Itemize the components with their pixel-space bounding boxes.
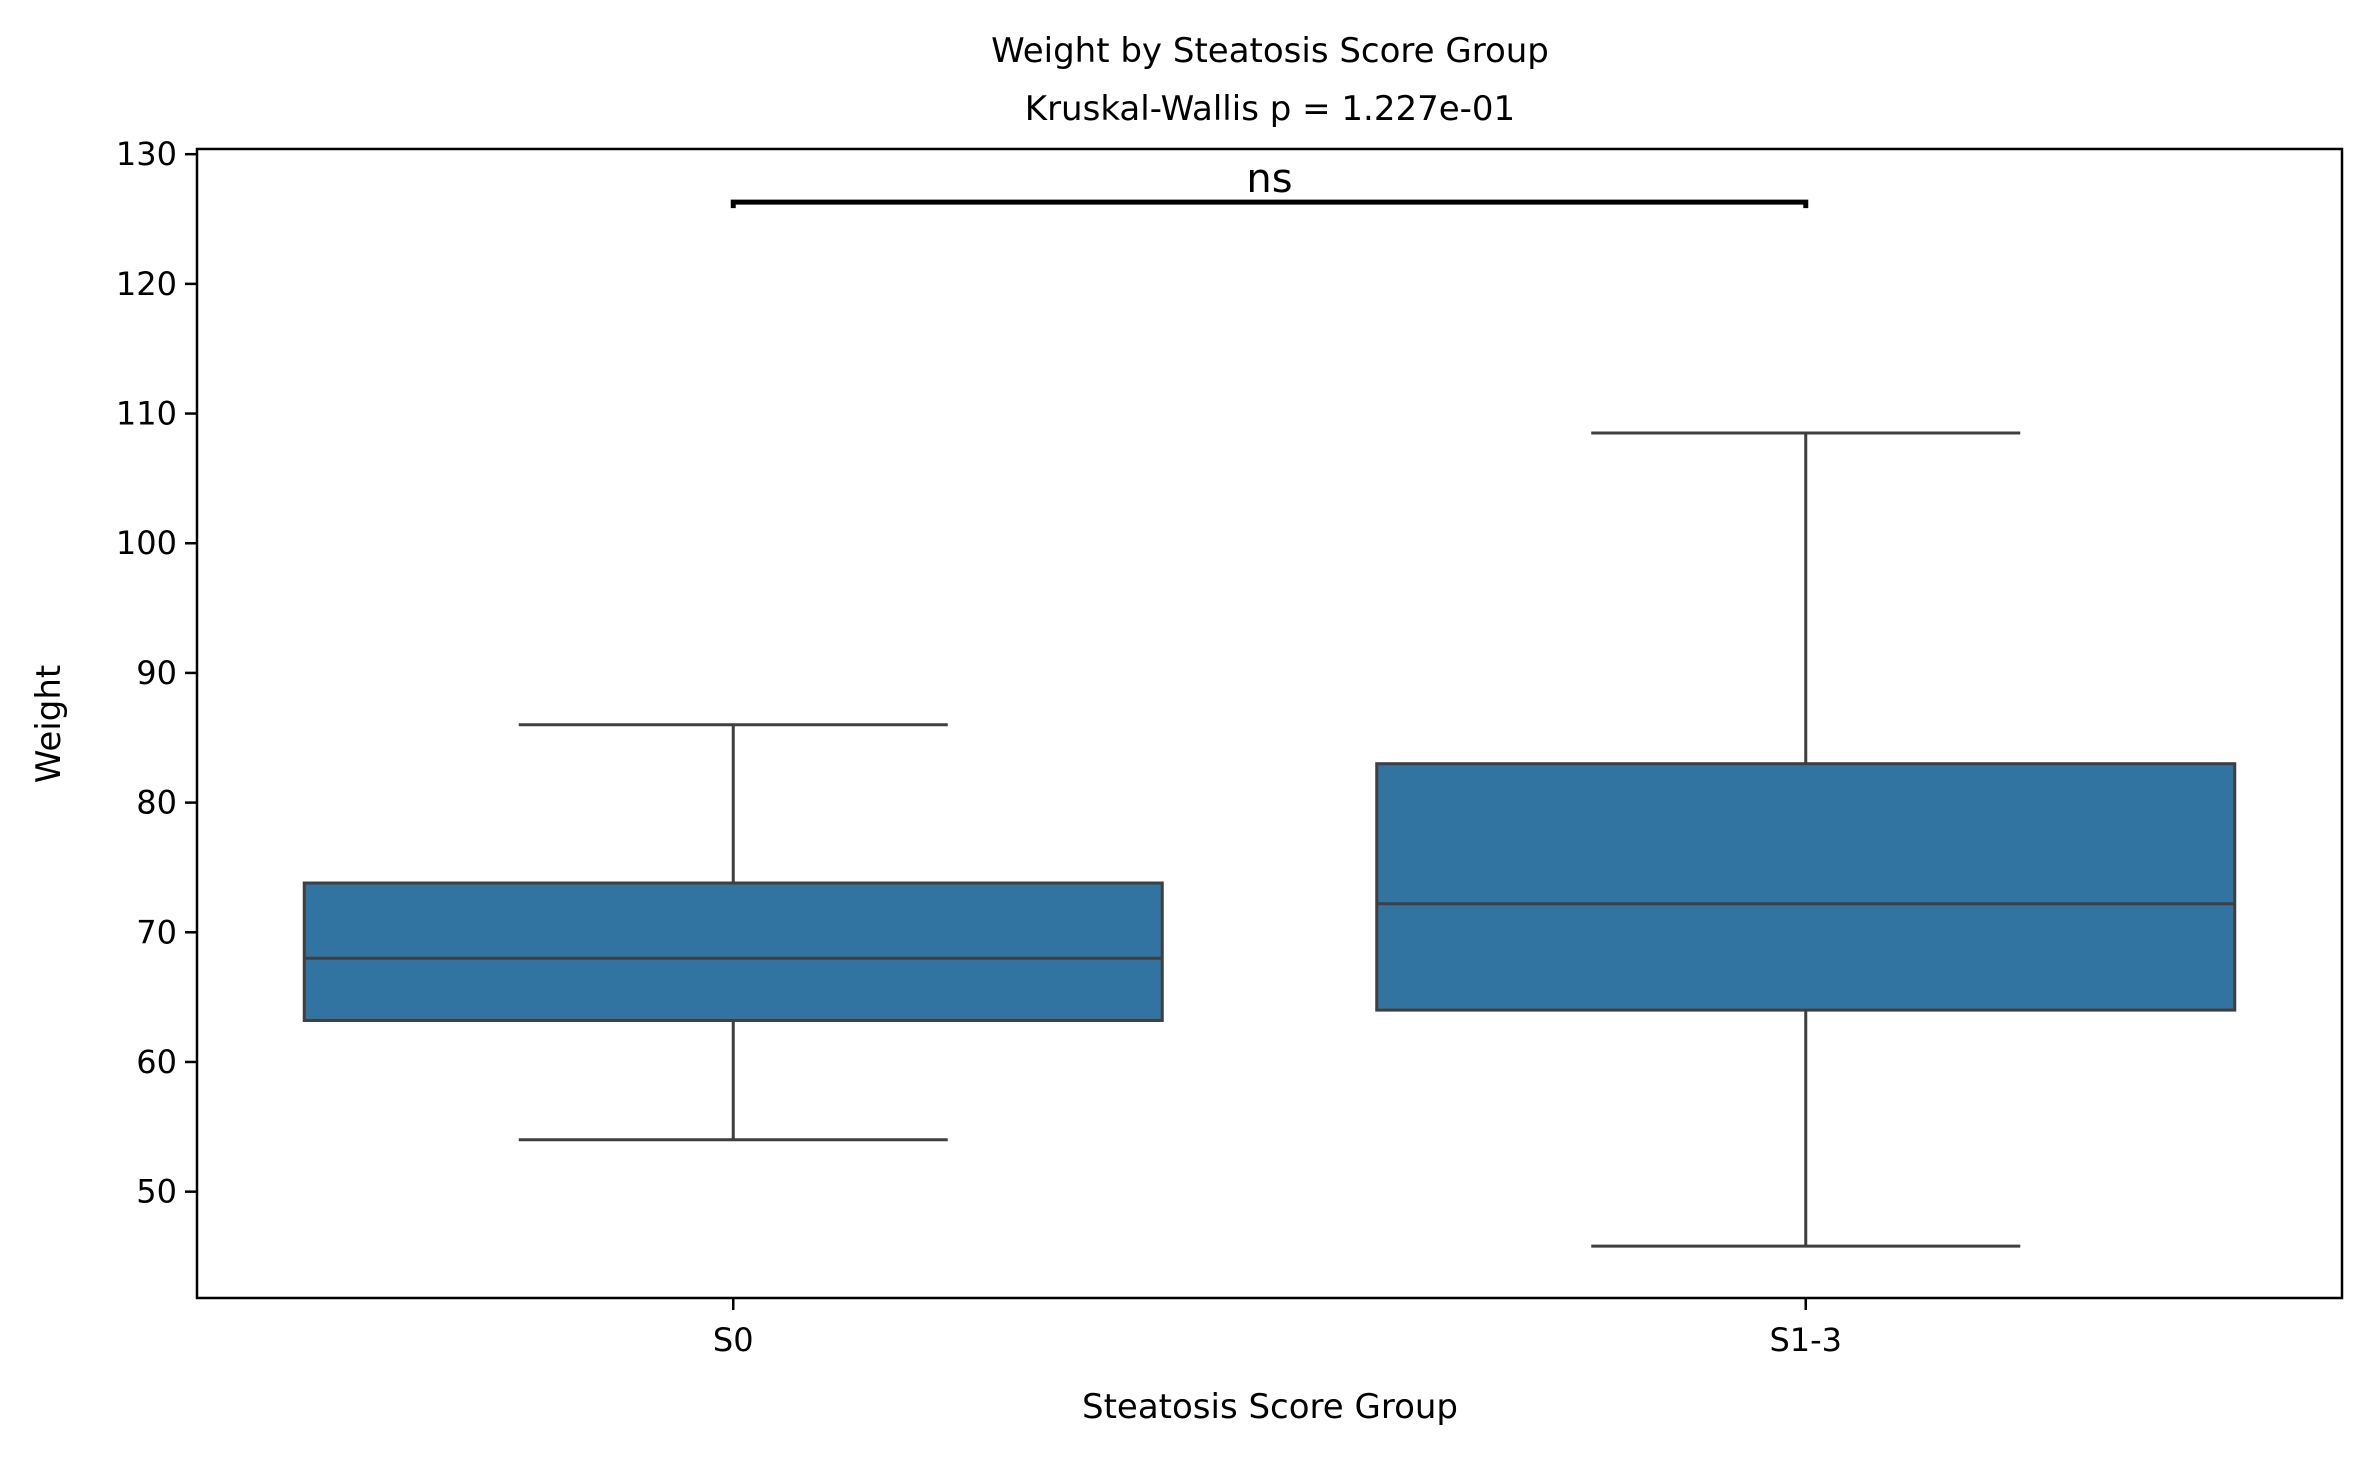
y-tick-label: 90	[136, 654, 177, 692]
x-axis-ticks: S0 S1-3	[713, 1298, 1842, 1359]
chart-subtitle: Kruskal-Wallis p = 1.227e-01	[1025, 89, 1515, 129]
y-tick-label: 120	[116, 265, 177, 303]
y-tick-label: 60	[136, 1043, 177, 1081]
x-axis-label: Steatosis Score Group	[1082, 1387, 1458, 1427]
chart-title: Weight by Steatosis Score Group	[991, 31, 1549, 71]
plot-frame	[195, 147, 2344, 1300]
x-tick-label: S0	[713, 1321, 754, 1359]
y-tick-label: 80	[136, 784, 177, 822]
box-s1-3	[1375, 431, 2237, 1248]
significance-label: ns	[1246, 156, 1292, 202]
significance-annotation: ns	[730, 156, 1809, 209]
y-tick-label: 130	[116, 135, 177, 173]
y-axis-ticks: 50 60 70 80 90 100 110 120 130	[116, 135, 197, 1211]
x-tick-label: S1-3	[1769, 1321, 1842, 1359]
box-body	[1375, 762, 2237, 1012]
y-tick-label: 50	[136, 1173, 177, 1211]
y-tick-label: 70	[136, 913, 177, 951]
y-tick-label: 110	[116, 395, 177, 433]
box-s0	[302, 723, 1164, 1142]
box-body	[302, 881, 1164, 1022]
box-plots	[302, 431, 2237, 1248]
y-axis-label: Weight	[29, 665, 69, 783]
y-tick-label: 100	[116, 524, 177, 562]
significance-bracket	[730, 199, 1809, 209]
